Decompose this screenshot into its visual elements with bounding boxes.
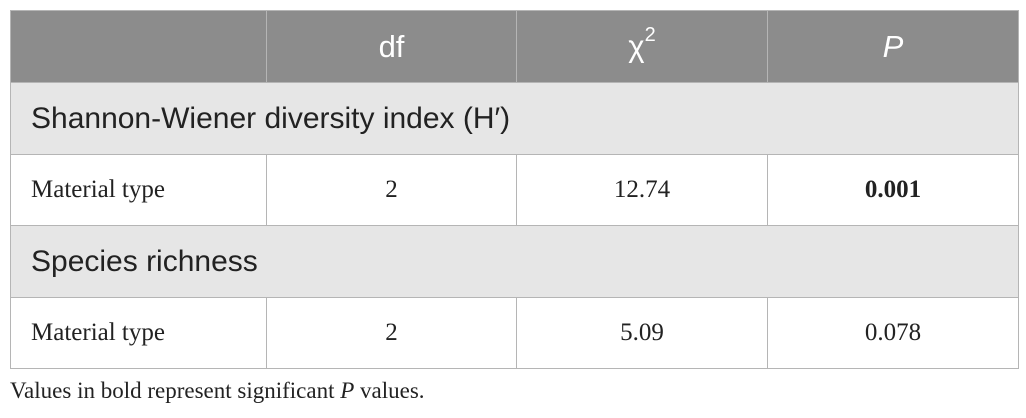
section-title: Species richness xyxy=(10,225,1019,298)
footnote-italic: P xyxy=(340,378,355,403)
data-row: Material type 2 5.09 0.078 xyxy=(10,297,1019,369)
row-label: Material type xyxy=(10,297,267,369)
p-cell: 0.078 xyxy=(767,297,1019,369)
footnote-text: Values in bold represent significant xyxy=(10,378,341,403)
chi-symbol: χ xyxy=(628,28,645,64)
header-cell: χ2 xyxy=(516,10,768,83)
row-label: Material type xyxy=(10,154,267,226)
header-cell: df xyxy=(266,10,517,83)
df-cell: 2 xyxy=(266,154,517,226)
p-cell: 0.001 xyxy=(767,154,1019,226)
header-blank xyxy=(10,10,267,83)
footnote: Values in bold represent significant P v… xyxy=(10,378,425,404)
df-cell: 2 xyxy=(266,297,517,369)
results-table: df χ2 P Shannon-Wiener diversity index (… xyxy=(10,10,1019,369)
table-body: Shannon-Wiener diversity index (H′) Mater… xyxy=(10,82,1019,369)
section-row: Shannon-Wiener diversity index (H′) xyxy=(10,82,1019,155)
chi2-cell: 5.09 xyxy=(516,297,768,369)
footnote-text: values. xyxy=(354,378,425,403)
superscript: 2 xyxy=(644,24,656,47)
section-row: Species richness xyxy=(10,225,1019,298)
data-row: Material type 2 12.74 0.001 xyxy=(10,154,1019,226)
header-cell: P xyxy=(767,10,1019,83)
header-row: df χ2 P xyxy=(10,10,1019,83)
chi2-cell: 12.74 xyxy=(516,154,768,226)
section-title: Shannon-Wiener diversity index (H′) xyxy=(10,82,1019,155)
